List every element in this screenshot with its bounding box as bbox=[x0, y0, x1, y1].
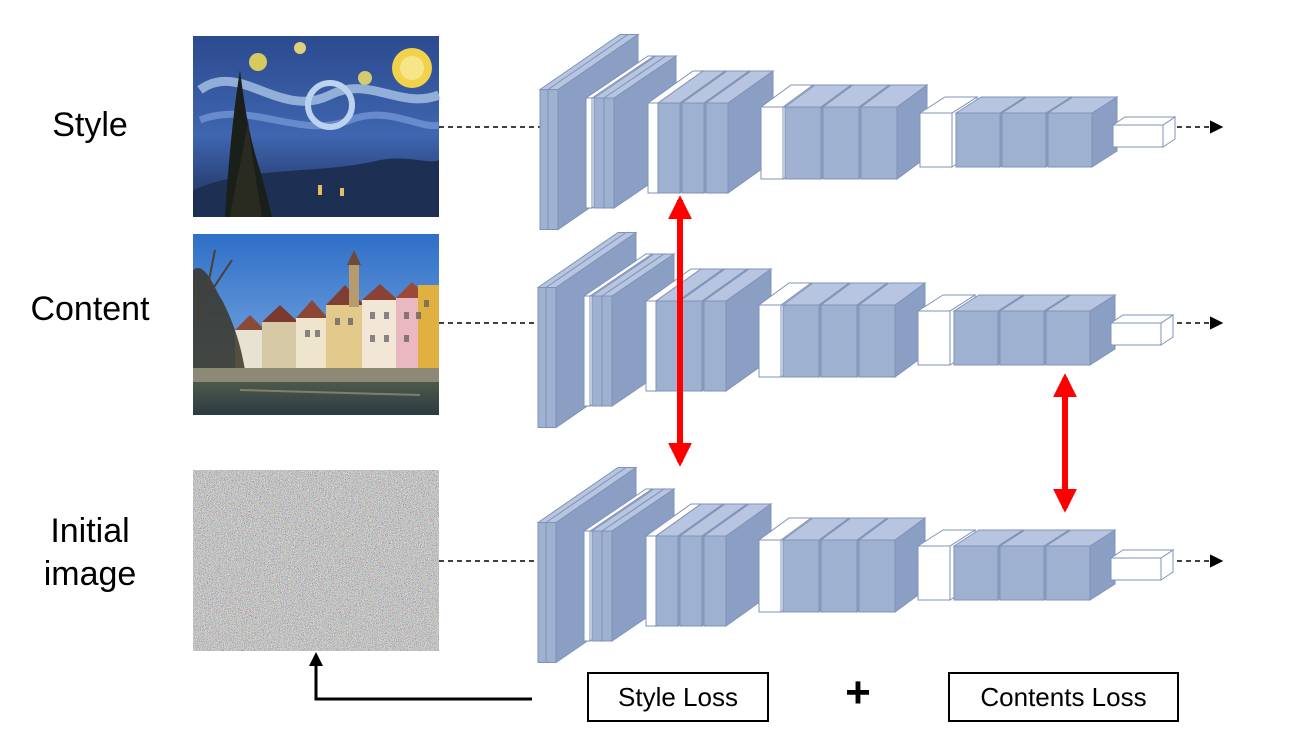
conv-layer bbox=[1044, 529, 1117, 601]
plus-sign: + bbox=[845, 668, 871, 717]
content-label: Content bbox=[30, 290, 150, 328]
pooling-layer bbox=[1111, 116, 1177, 148]
conv-layer bbox=[1044, 294, 1117, 366]
style-loss-box: Style Loss bbox=[587, 672, 769, 722]
initial-image-label: Initial image bbox=[0, 510, 180, 595]
initial-noise-image bbox=[193, 470, 439, 651]
style-network bbox=[538, 33, 1177, 231]
conv-layer bbox=[857, 517, 927, 613]
contents-loss-box: Contents Loss bbox=[948, 672, 1179, 722]
initial-label-line2: image bbox=[43, 554, 137, 593]
feedback-arrow bbox=[309, 652, 532, 701]
style-label: Style bbox=[52, 106, 128, 144]
content-image bbox=[193, 234, 439, 415]
pooling-layer bbox=[1109, 549, 1175, 581]
style-image bbox=[193, 36, 441, 217]
initial-network bbox=[536, 466, 1175, 664]
pooling-layer bbox=[1109, 314, 1175, 346]
conv-layer bbox=[1046, 96, 1119, 168]
content-network bbox=[536, 231, 1175, 429]
initial-label-line1: Initial bbox=[50, 512, 130, 550]
